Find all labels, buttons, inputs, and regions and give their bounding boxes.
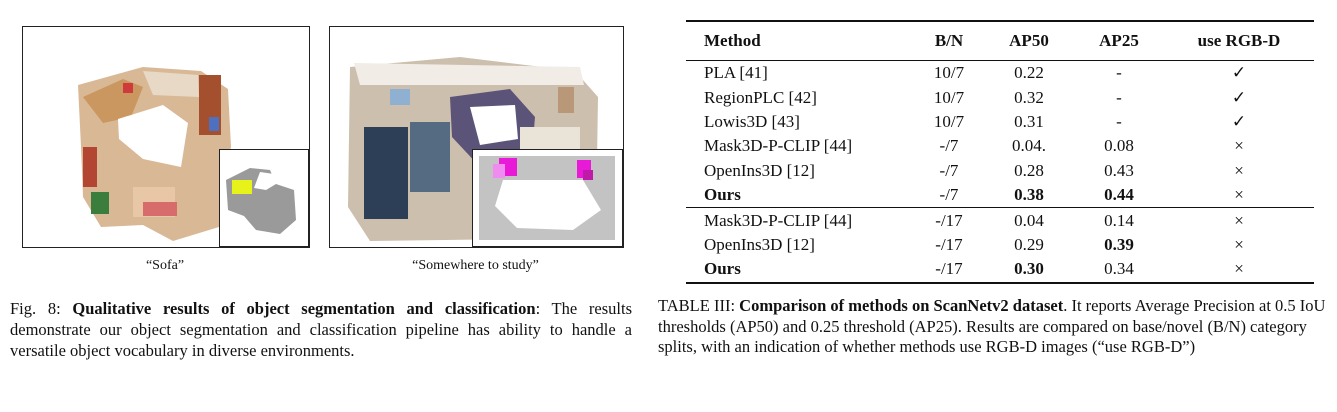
cell-method: PLA [41]: [704, 63, 768, 83]
cell-use-rgbd: ×: [1164, 257, 1314, 284]
point-cloud-scene-1: [78, 67, 231, 241]
cell-ap25: -: [1116, 111, 1122, 131]
table-row: Ours -/17 0.30 0.34 ×: [686, 257, 1314, 284]
cell-use-rgbd: ×: [1234, 185, 1244, 205]
table-header-row: Method B/N AP50 AP25 use RGB-D: [686, 20, 1314, 61]
cell-method: Mask3D-P-CLIP [44]: [704, 136, 853, 156]
cell-method: Ours: [686, 257, 914, 284]
segmentation-inset-study: [472, 149, 623, 247]
cell-ap50: 0.29: [1014, 234, 1044, 254]
table-caption-label: TABLE III:: [658, 296, 736, 315]
cell-method: OpenIns3D [12]: [704, 234, 815, 254]
cell-bn: 10/7: [933, 111, 965, 131]
cell-ap25: 0.44: [1104, 185, 1134, 205]
table-row: Mask3D-P-CLIP [44] -/17 0.04 0.14 ×: [686, 207, 1314, 233]
cell-bn: 10/7: [933, 87, 965, 107]
table-caption-title: Comparison of methods on ScanNetv2 datas…: [739, 296, 1064, 315]
cell-use-rgbd: ✓: [1231, 111, 1247, 131]
header-use-rgbd: use RGB-D: [1164, 20, 1314, 61]
figure-panel-study: [329, 26, 624, 248]
cell-use-rgbd: ×: [1234, 234, 1244, 254]
figure-caption: Fig. 8: Qualitative results of object se…: [10, 298, 632, 361]
cell-ap50: 0.28: [1014, 160, 1044, 180]
figure-caption-title: Qualitative results of object segmentati…: [72, 299, 536, 318]
cell-use-rgbd: ×: [1234, 160, 1244, 180]
table-row: Mask3D-P-CLIP [44] -/7 0.04. 0.08 ×: [686, 134, 1314, 158]
cell-ap25: -: [1116, 63, 1122, 83]
cell-ap25: 0.14: [1074, 207, 1164, 233]
segmentation-inset-sofa: [219, 149, 309, 247]
comparison-table: Method B/N AP50 AP25 use RGB-D PLA [41] 1…: [686, 20, 1314, 284]
header-ap25: AP25: [1074, 20, 1164, 61]
table-row: OpenIns3D [12] -/17 0.29 0.39 ×: [686, 233, 1314, 257]
cell-use-rgbd: ×: [1234, 136, 1244, 156]
cell-ap50: 0.31: [1014, 111, 1044, 131]
cell-bn: -/7: [939, 185, 959, 205]
cell-method: Ours: [704, 185, 741, 205]
cell-bn: 10/7: [933, 63, 965, 83]
figure-caption-body: : The results demonstrate our object seg…: [10, 299, 632, 360]
cell-method: Lowis3D [43]: [704, 111, 800, 131]
table-caption: TABLE III: Comparison of methods on Scan…: [658, 296, 1334, 358]
segmentation-mask-1: [226, 168, 296, 234]
cell-bn: -/17: [914, 207, 984, 233]
cell-method: RegionPLC [42]: [704, 87, 817, 107]
header-ap50: AP50: [984, 20, 1074, 61]
table-row: OpenIns3D [12] -/7 0.28 0.43 ×: [686, 159, 1314, 183]
table-row: Lowis3D [43] 10/7 0.31 - ✓: [686, 110, 1314, 134]
figure-caption-label: Fig. 8:: [10, 299, 61, 318]
table-body: PLA [41] 10/7 0.22 - ✓ RegionPLC [42] 10/7 0.32…: [686, 61, 1314, 284]
cell-ap25: 0.08: [1104, 136, 1134, 156]
cell-bn: -/17: [935, 234, 963, 254]
cell-ap25: 0.43: [1104, 160, 1134, 180]
header-bn: B/N: [914, 20, 984, 61]
cell-ap50: 0.22: [1014, 63, 1044, 83]
cell-ap50: 0.30: [984, 257, 1074, 284]
cell-bn: -/7: [939, 160, 959, 180]
cell-ap25: 0.34: [1074, 257, 1164, 284]
cell-ap25: -: [1116, 87, 1122, 107]
header-method: Method: [686, 20, 914, 61]
cell-method: Mask3D-P-CLIP [44]: [686, 207, 914, 233]
table-row: RegionPLC [42] 10/7 0.32 - ✓: [686, 85, 1314, 109]
panel-caption-study: “Somewhere to study”: [412, 258, 539, 273]
cell-bn: -/7: [939, 136, 959, 156]
table-row: PLA [41] 10/7 0.22 - ✓: [686, 61, 1314, 86]
table-row: Ours -/7 0.38 0.44 ×: [686, 183, 1314, 208]
figure-panel-sofa: [22, 26, 310, 248]
cell-ap50: 0.38: [1014, 185, 1044, 205]
cell-ap50: 0.04: [984, 207, 1074, 233]
cell-use-rgbd: ✓: [1231, 87, 1247, 107]
cell-ap50: 0.32: [1014, 87, 1044, 107]
cell-use-rgbd: ✓: [1231, 63, 1247, 83]
cell-method: OpenIns3D [12]: [704, 160, 815, 180]
cell-bn: -/17: [914, 257, 984, 284]
panel-caption-sofa: “Sofa”: [145, 258, 185, 273]
cell-ap50: 0.04.: [1012, 136, 1046, 156]
cell-ap25: 0.39: [1104, 234, 1134, 254]
cell-use-rgbd: ×: [1164, 207, 1314, 233]
segmentation-mask-2: [479, 156, 615, 240]
table-caption-body: . It reports Average Precision at 0.5 Io…: [658, 296, 1326, 356]
results-table: Method B/N AP50 AP25 use RGB-D PLA [41] 1…: [686, 20, 1314, 284]
